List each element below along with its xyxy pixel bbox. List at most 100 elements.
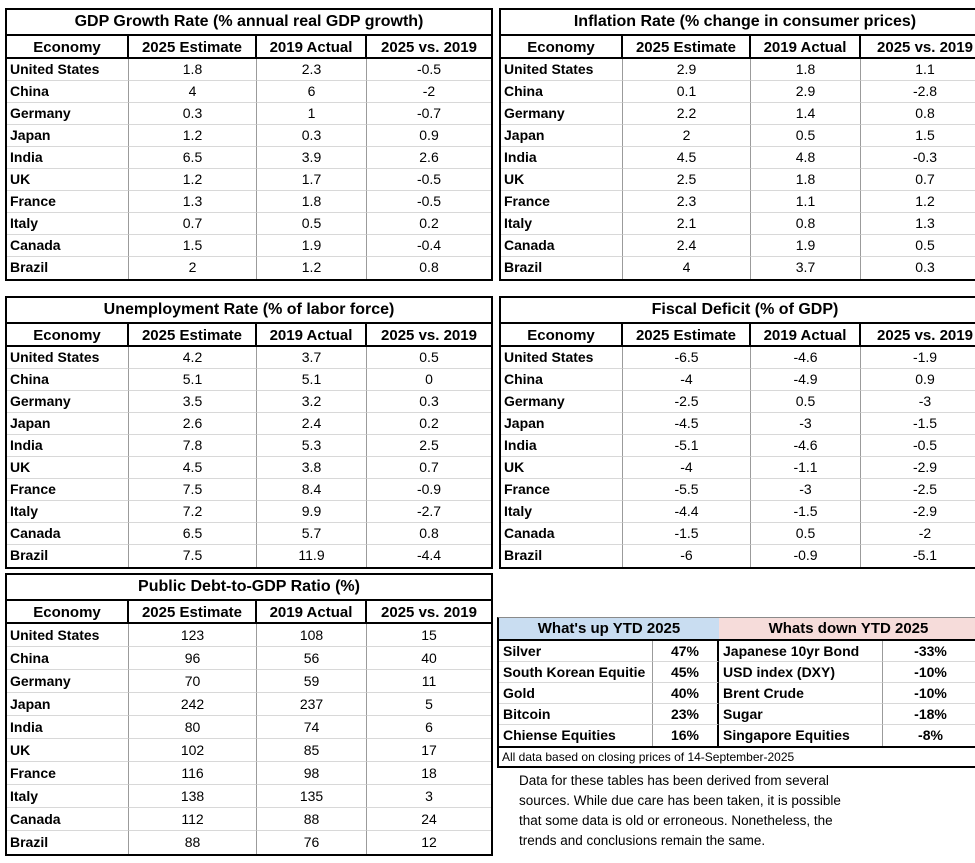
- column-header: 2019 Actual: [751, 324, 861, 347]
- data-source-note: All data based on closing prices of 14-S…: [497, 748, 975, 768]
- table-row: United States 2.9 1.8 1.1: [501, 59, 975, 81]
- column-header: 2025 Estimate: [623, 36, 751, 59]
- table-row: Italy 138 135 3: [7, 785, 491, 808]
- value-cell: 4.8: [751, 147, 861, 169]
- table-row: China 5.1 5.1 0: [7, 369, 491, 391]
- ytd-row: South Korean Equitie 45% USD index (DXY)…: [499, 662, 975, 683]
- column-header: 2025 Estimate: [129, 324, 257, 347]
- column-header: 2019 Actual: [751, 36, 861, 59]
- value-cell: 1.1: [861, 59, 975, 81]
- table-title: GDP Growth Rate (% annual real GDP growt…: [7, 10, 491, 36]
- value-cell: -3: [861, 391, 975, 413]
- value-cell: -0.5: [861, 435, 975, 457]
- column-header: Economy: [7, 601, 129, 624]
- value-cell: 8.4: [257, 479, 367, 501]
- value-cell: 59: [257, 670, 367, 693]
- value-cell: -5.5: [623, 479, 751, 501]
- table-row: UK 4.5 3.8 0.7: [7, 457, 491, 479]
- economy-cell: Brazil: [501, 545, 623, 567]
- value-cell: -0.3: [861, 147, 975, 169]
- value-cell: 0.2: [367, 213, 491, 235]
- disclaimer-text: Data for these tables has been derived f…: [519, 771, 959, 851]
- table-row: China 96 56 40: [7, 647, 491, 670]
- value-cell: 0.8: [751, 213, 861, 235]
- value-cell: 4.2: [129, 347, 257, 369]
- economy-cell: Japan: [7, 413, 129, 435]
- value-cell: 2: [623, 125, 751, 147]
- table-public-debt: Public Debt-to-GDP Ratio (%) Economy 2025 …: [5, 573, 493, 856]
- value-cell: 0: [367, 369, 491, 391]
- ytd-down-value: -33%: [883, 641, 975, 662]
- table-row: India -5.1 -4.6 -0.5: [501, 435, 975, 457]
- value-cell: 3.9: [257, 147, 367, 169]
- table-row: India 6.5 3.9 2.6: [7, 147, 491, 169]
- value-cell: 0.8: [367, 523, 491, 545]
- value-cell: 116: [129, 762, 257, 785]
- table-row: Italy 2.1 0.8 1.3: [501, 213, 975, 235]
- ytd-down-value: -18%: [883, 704, 975, 725]
- table-row: Brazil 7.5 11.9 -4.4: [7, 545, 491, 567]
- value-cell: 1.2: [257, 257, 367, 279]
- value-cell: -1.9: [861, 347, 975, 369]
- value-cell: 76: [257, 831, 367, 854]
- economy-cell: India: [501, 147, 623, 169]
- value-cell: -4.6: [751, 435, 861, 457]
- economy-cell: India: [7, 147, 129, 169]
- economy-cell: India: [7, 716, 129, 739]
- ytd-row: Bitcoin 23% Sugar -18%: [499, 704, 975, 725]
- value-cell: 5: [367, 693, 491, 716]
- value-cell: 0.3: [257, 125, 367, 147]
- value-cell: 2.4: [623, 235, 751, 257]
- ytd-down-asset: Brent Crude: [719, 683, 883, 704]
- ytd-up-value: 47%: [653, 641, 719, 662]
- value-cell: 102: [129, 739, 257, 762]
- value-cell: 2.3: [623, 191, 751, 213]
- value-cell: 0.7: [367, 457, 491, 479]
- table-header-row: Economy 2025 Estimate 2019 Actual 2025 vs. …: [501, 36, 975, 59]
- value-cell: 4.5: [623, 147, 751, 169]
- ytd-up-header: What's up YTD 2025: [499, 618, 719, 641]
- value-cell: 88: [257, 808, 367, 831]
- value-cell: 40: [367, 647, 491, 670]
- value-cell: 1.8: [129, 59, 257, 81]
- economy-cell: China: [7, 369, 129, 391]
- value-cell: 6.5: [129, 147, 257, 169]
- ytd-down-value: -10%: [883, 683, 975, 704]
- value-cell: -4.9: [751, 369, 861, 391]
- economy-cell: United States: [7, 59, 129, 81]
- table-row: United States 4.2 3.7 0.5: [7, 347, 491, 369]
- table-row: Brazil 2 1.2 0.8: [7, 257, 491, 279]
- value-cell: 2.6: [367, 147, 491, 169]
- value-cell: -5.1: [912, 547, 938, 563]
- value-cell: 138: [129, 785, 257, 808]
- economy-cell: France: [7, 191, 129, 213]
- table-row: Canada -1.5 0.5 -2: [501, 523, 975, 545]
- table-row: Japan 2 0.5 1.5: [501, 125, 975, 147]
- value-cell: -1.5: [751, 501, 861, 523]
- economy-cell: France: [501, 479, 623, 501]
- value-cell: 1.9: [751, 235, 861, 257]
- table-row: Italy 0.7 0.5 0.2: [7, 213, 491, 235]
- value-cell: 3.7: [751, 257, 861, 279]
- table-row: United States 123 108 15: [7, 624, 491, 647]
- value-cell: -6: [623, 545, 751, 567]
- ytd-up-value: 40%: [653, 683, 719, 704]
- economy-cell: Italy: [501, 213, 623, 235]
- table-row: France 116 98 18: [7, 762, 491, 785]
- table-fiscal-deficit: Fiscal Deficit (% of GDP) Economy 2025 Est…: [499, 296, 975, 569]
- table-row: Germany -2.5 0.5 -3: [501, 391, 975, 413]
- value-cell: 12: [421, 834, 437, 850]
- ytd-down-asset: Japanese 10yr Bond: [719, 641, 883, 662]
- table-row: China 0.1 2.9 -2.8: [501, 81, 975, 103]
- economy-cell: Japan: [7, 125, 129, 147]
- value-cell: 7.8: [129, 435, 257, 457]
- ytd-down-header: Whats down YTD 2025: [719, 618, 975, 641]
- value-cell: -1.1: [751, 457, 861, 479]
- value-cell: -2.9: [861, 501, 975, 523]
- value-cell: 4: [129, 81, 257, 103]
- value-cell: 15: [367, 624, 491, 647]
- table-inflation-rate: Inflation Rate (% change in consumer pri…: [499, 8, 975, 281]
- table-row: Germany 70 59 11: [7, 670, 491, 693]
- table-row: France 2.3 1.1 1.2: [501, 191, 975, 213]
